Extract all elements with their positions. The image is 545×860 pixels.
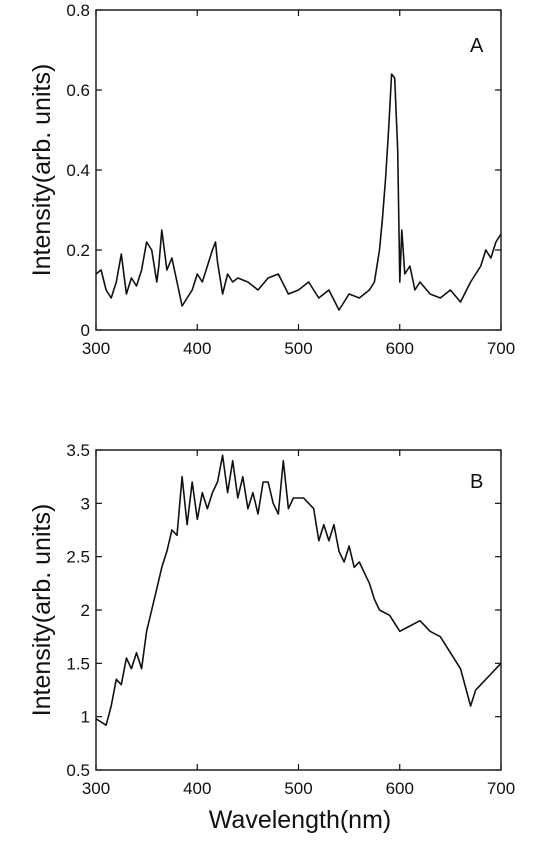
y-tick-label: 0 xyxy=(81,321,90,340)
panel-b-x-ticks: 300 400 500 600 700 xyxy=(82,450,515,798)
x-tick-label: 400 xyxy=(183,339,211,358)
panel-a: A Intensity(arb. units) 300 400 500 600 700 … xyxy=(28,1,515,358)
y-tick-label: 1 xyxy=(81,708,90,727)
panel-a-label: A xyxy=(470,35,484,57)
y-tick-label: 2 xyxy=(81,601,90,620)
y-tick-label: 0.8 xyxy=(66,1,90,20)
panel-a-y-ticks: 0 0.2 0.4 0.6 0.8 xyxy=(66,1,501,340)
x-tick-label: 600 xyxy=(386,339,414,358)
x-tick-label: 300 xyxy=(82,339,110,358)
panel-b: B Intensity(arb. units) Wavelength(nm) 3… xyxy=(28,441,515,834)
panel-a-x-ticks: 300 400 500 600 700 xyxy=(82,10,515,358)
y-tick-label: 0.6 xyxy=(66,81,90,100)
panel-b-ylabel: Intensity(arb. units) xyxy=(28,504,56,717)
y-tick-label: 0.5 xyxy=(66,761,90,780)
x-tick-label: 500 xyxy=(284,779,312,798)
series-line xyxy=(95,73,502,311)
x-tick-label: 500 xyxy=(284,339,312,358)
panel-b-label: B xyxy=(470,471,483,493)
panel-b-xlabel: Wavelength(nm) xyxy=(209,806,391,834)
x-tick-label: 700 xyxy=(487,779,515,798)
panel-b-series xyxy=(95,454,502,727)
x-tick-label: 300 xyxy=(82,779,110,798)
panel-a-ylabel: Intensity(arb. units) xyxy=(28,64,56,277)
panel-a-series xyxy=(95,73,502,311)
x-tick-label: 600 xyxy=(386,779,414,798)
y-tick-label: 0.4 xyxy=(66,161,90,180)
x-tick-label: 700 xyxy=(487,339,515,358)
y-tick-label: 3.5 xyxy=(66,441,90,460)
panel-b-y-ticks: 0.5 1 1.5 2 2.5 3 3.5 xyxy=(66,441,501,780)
y-tick-label: 0.2 xyxy=(66,241,90,260)
series-line xyxy=(95,454,502,727)
y-tick-label: 2.5 xyxy=(66,548,90,567)
y-tick-label: 3 xyxy=(81,494,90,513)
y-tick-label: 1.5 xyxy=(66,654,90,673)
x-tick-label: 400 xyxy=(183,779,211,798)
